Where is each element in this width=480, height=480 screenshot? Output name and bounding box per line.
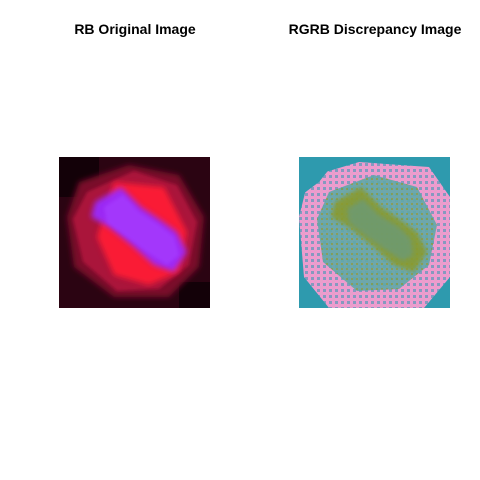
discrepancy-image-canvas	[299, 157, 450, 308]
panel-title-original: RB Original Image	[74, 21, 196, 37]
panel-title-discrepancy: RGRB Discrepancy Image	[288, 21, 462, 37]
discrepancy-image	[299, 157, 450, 308]
original-image-canvas	[59, 157, 210, 308]
original-image	[59, 157, 210, 308]
